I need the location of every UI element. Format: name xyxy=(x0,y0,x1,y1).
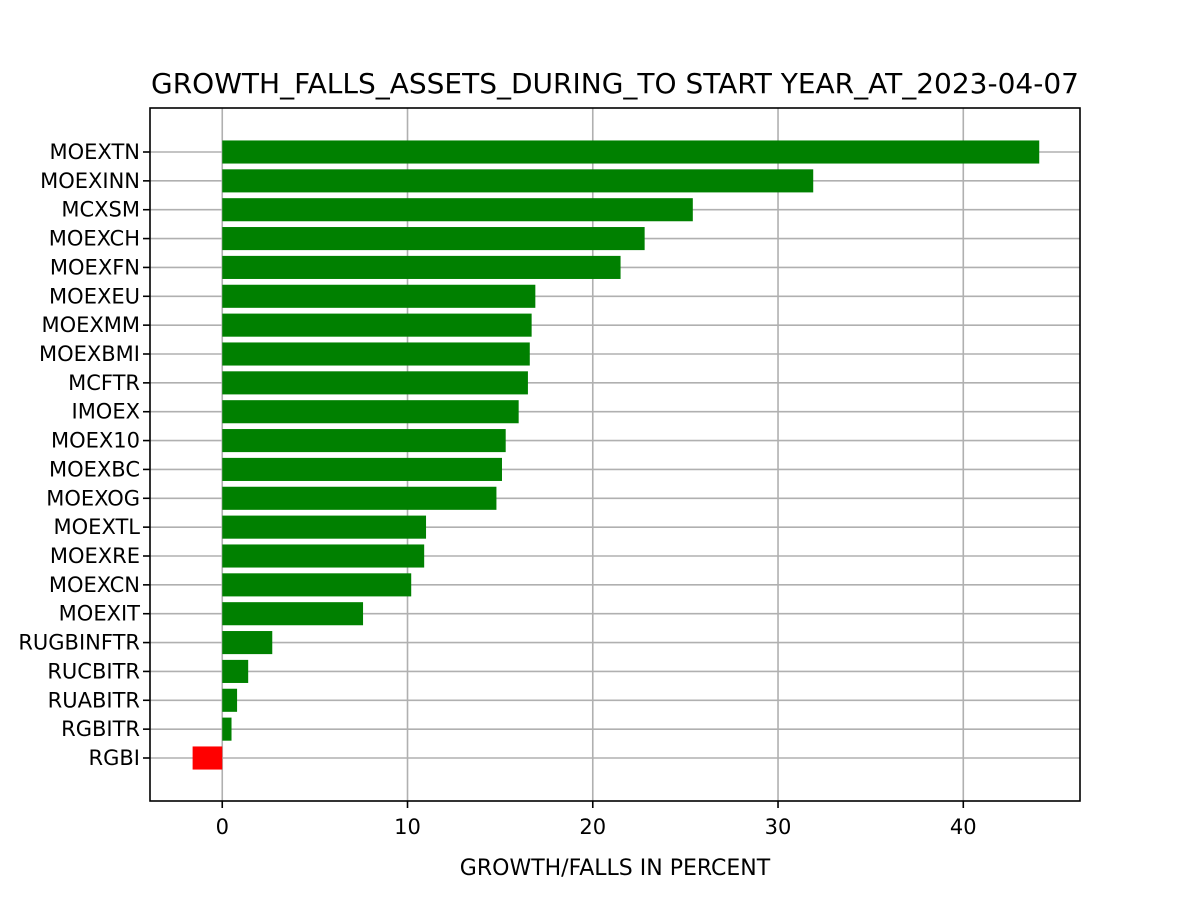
y-tick-label: MOEXFN xyxy=(50,255,140,279)
bar-moexre xyxy=(222,544,425,568)
bar-rucbitr xyxy=(222,659,249,683)
y-tick-label: MOEXCH xyxy=(49,227,140,251)
bar-mcftr xyxy=(222,371,528,395)
bar-moexbc xyxy=(222,457,502,481)
y-tick-label: RUGBINFTR xyxy=(18,631,140,655)
bars xyxy=(192,140,1040,770)
x-tick-label: 40 xyxy=(950,815,977,839)
y-tick-label: MOEX10 xyxy=(51,429,140,453)
y-tick-label: MCFTR xyxy=(68,371,140,395)
y-tick-label: MOEXTN xyxy=(50,140,140,164)
y-tick-label: MCXSM xyxy=(61,198,140,222)
y-tick-label: MOEXOG xyxy=(46,486,140,510)
bar-rgbitr xyxy=(222,717,232,741)
bar-moexcn xyxy=(222,573,412,597)
x-tick-label: 30 xyxy=(765,815,792,839)
y-tick-label: RGBITR xyxy=(61,717,140,741)
bar-moexbmi xyxy=(222,342,530,366)
bar-moexinn xyxy=(222,169,814,193)
bar-rugbinftr xyxy=(222,631,273,655)
x-tick-label: 20 xyxy=(579,815,606,839)
bar-moexfn xyxy=(222,255,621,279)
y-tick-label: RGBI xyxy=(89,746,140,770)
bar-ruabitr xyxy=(222,688,238,712)
y-axis: MOEXTN MOEXINN MCXSM MOEXCH MOEXFN MOEXEU MOEX… xyxy=(18,140,150,770)
y-tick-label: MOEXRE xyxy=(50,544,140,568)
x-tick-label: 10 xyxy=(394,815,421,839)
plot-frame xyxy=(149,107,1081,802)
bar-moexit xyxy=(222,602,364,626)
bar-mcxsm xyxy=(222,198,693,222)
y-tick-label: MOEXBC xyxy=(49,457,140,481)
bar-moextn xyxy=(222,140,1040,164)
y-tick-label: MOEXEU xyxy=(49,284,140,308)
x-tick-label: 0 xyxy=(216,815,229,839)
bar-moex10 xyxy=(222,429,506,453)
bar-moexmm xyxy=(222,313,532,337)
y-tick-label: MOEXCN xyxy=(49,573,140,597)
bar-moexeu xyxy=(222,284,536,308)
y-tick-label: MOEXIT xyxy=(59,602,140,626)
bar-moextl xyxy=(222,515,427,539)
y-tick-label: MOEXINN xyxy=(40,169,140,193)
bar-moexch xyxy=(222,227,645,251)
x-axis: 0 10 20 30 40 xyxy=(216,801,977,839)
y-tick-label: MOEXBMI xyxy=(39,342,140,366)
y-tick-label: RUCBITR xyxy=(47,659,140,683)
bar-moexog xyxy=(222,486,497,510)
chart-title: GROWTH_FALLS_ASSETS_DURING_TO START YEAR… xyxy=(151,67,1079,100)
y-tick-label: RUABITR xyxy=(48,688,140,712)
y-tick-label: IMOEX xyxy=(72,400,141,424)
y-tick-label: MOEXMM xyxy=(41,313,140,337)
bar-rgbi xyxy=(192,746,223,770)
x-axis-label: GROWTH/FALLS IN PERCENT xyxy=(460,856,771,881)
bar-imoex xyxy=(222,400,519,424)
y-tick-label: MOEXTL xyxy=(54,515,141,539)
